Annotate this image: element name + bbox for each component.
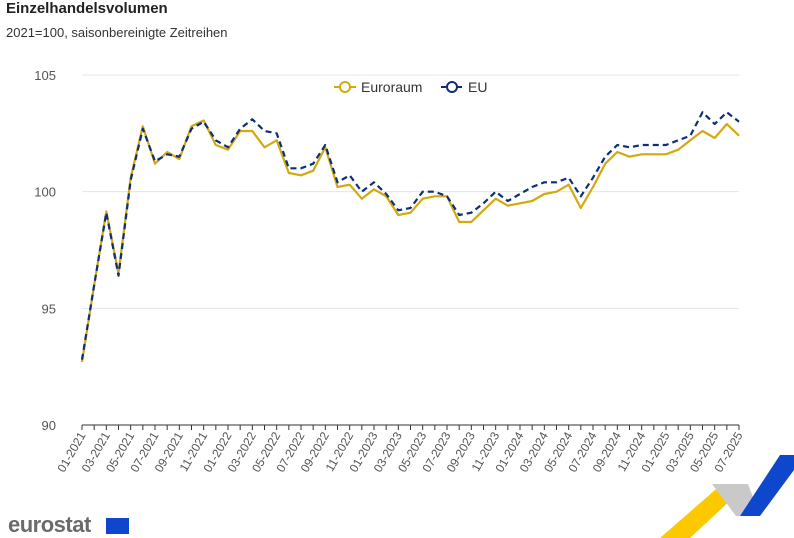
chart-title: Einzelhandelsvolumen: [6, 0, 168, 17]
y-tick-label: 105: [34, 68, 56, 83]
y-tick-label: 90: [42, 418, 56, 433]
legend-item-euroraum: Euroraum: [334, 79, 422, 95]
legend-label: EU: [468, 79, 487, 95]
legend-marker-icon: [339, 81, 351, 93]
legend-marker-icon: [446, 81, 458, 93]
decor-blue-ribbon: [740, 455, 794, 516]
legend-item-eu: EU: [441, 79, 487, 95]
series-line-euroraum: [80, 119, 740, 363]
chart-subtitle: 2021=100, saisonbereinigte Zeitreihen: [6, 25, 228, 40]
y-tick-label: 100: [34, 185, 56, 200]
eu-flag-icon: [106, 518, 129, 534]
y-tick-label: 95: [42, 301, 56, 316]
eurostat-logo: eurostat: [8, 512, 91, 537]
legend-label: Euroraum: [361, 79, 422, 95]
series-line-eu: [80, 111, 740, 360]
